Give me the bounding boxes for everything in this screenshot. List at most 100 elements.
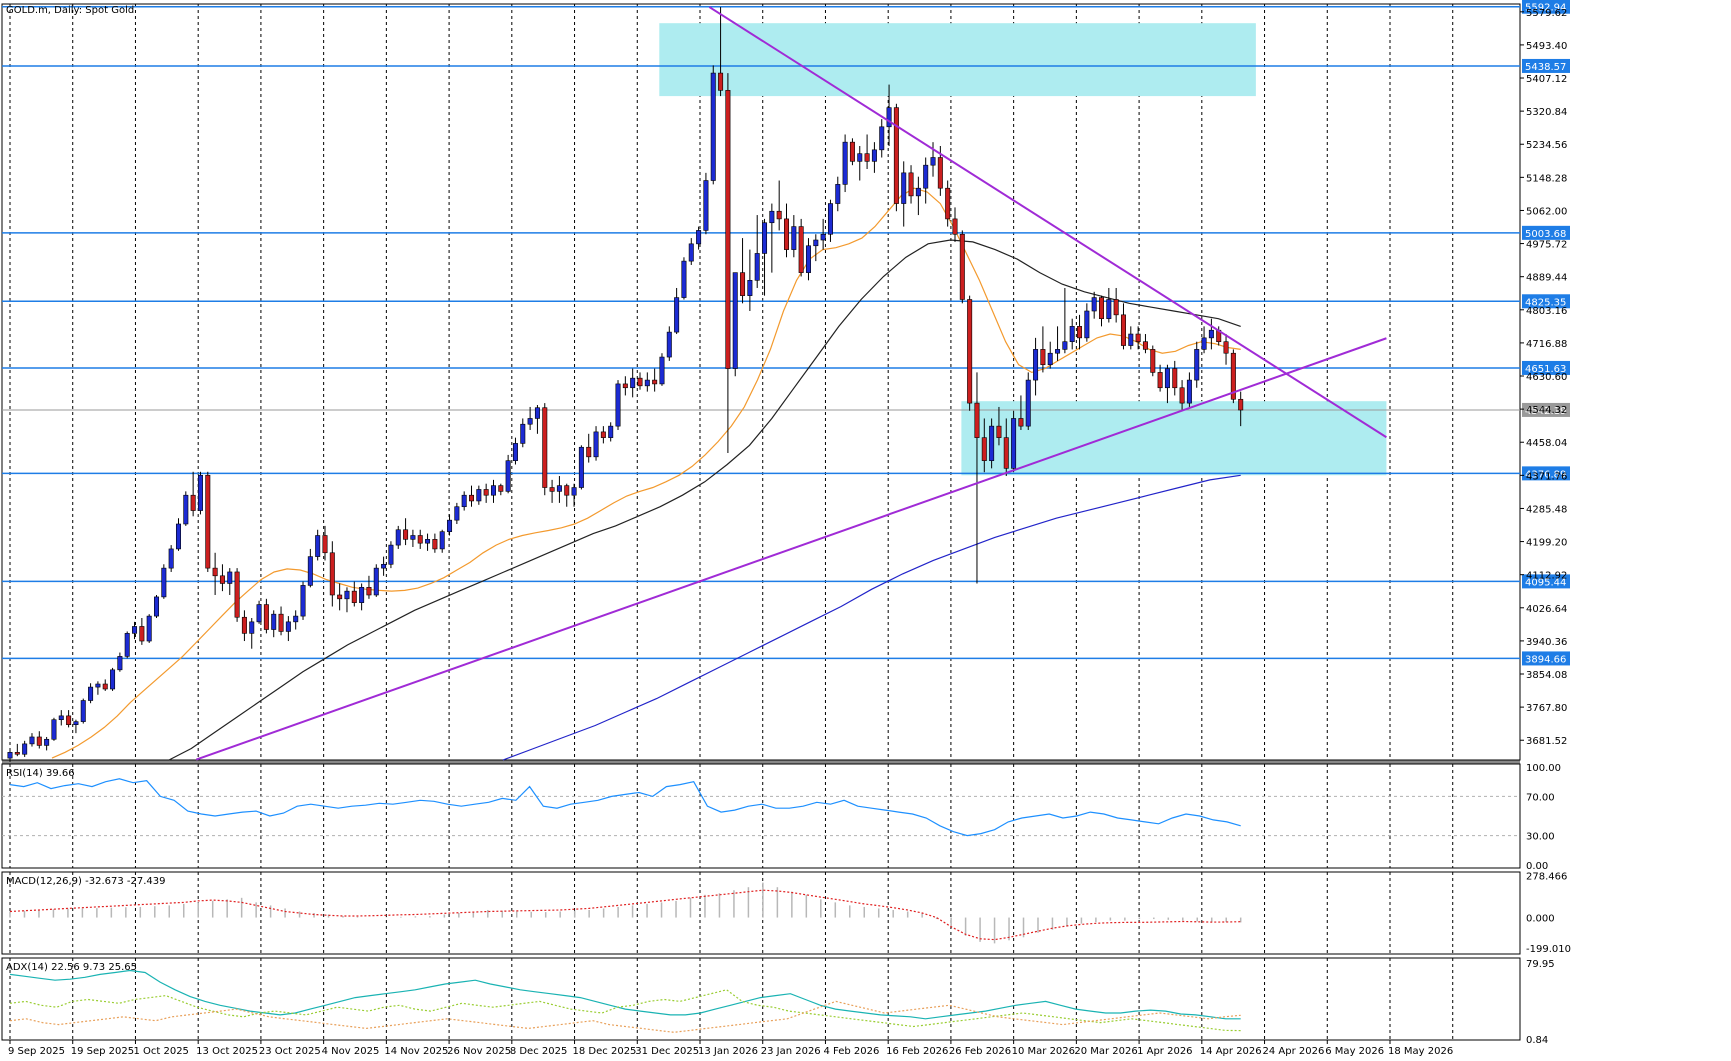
y-tick-label: 4199.20: [1526, 538, 1567, 549]
macd-tick-label: 0.000: [1526, 914, 1555, 925]
level-price-label: 4095.44: [1525, 577, 1566, 588]
x-tick-label: 13 Jan 2026: [698, 1046, 758, 1057]
x-tick-label: 6 May 2026: [1325, 1046, 1384, 1057]
candle-body: [219, 575, 225, 584]
adx-tick-label: 79.95: [1526, 959, 1555, 970]
candle-body: [1172, 368, 1178, 389]
level-price-tag: [1522, 466, 1570, 481]
candle-body: [578, 446, 584, 488]
candle-body: [22, 743, 28, 755]
candle-body: [791, 226, 797, 250]
candle-body: [381, 563, 387, 569]
candle-body: [66, 715, 72, 725]
candle-body: [718, 72, 724, 91]
x-tick-label: 23 Oct 2025: [259, 1046, 321, 1057]
candle-body: [227, 571, 233, 584]
y-tick-label: 4458.04: [1526, 438, 1567, 449]
ma-slow-line: [502, 474, 1241, 761]
y-tick-label: 5062.00: [1526, 206, 1567, 217]
candle-body: [344, 590, 350, 600]
current-price-tag: [1522, 402, 1570, 417]
candle-body: [1106, 299, 1112, 319]
candle-body: [959, 233, 965, 300]
candle-body: [644, 379, 650, 387]
candle-body: [1179, 387, 1185, 404]
x-tick-label: 18 May 2026: [1388, 1046, 1453, 1057]
candle-body: [871, 149, 877, 162]
candle-body: [1208, 329, 1214, 339]
candle-body: [1201, 337, 1207, 350]
candle-body: [505, 460, 511, 492]
ma-mid-line: [168, 239, 1241, 761]
candle-body: [989, 425, 995, 461]
x-tick-label: 18 Dec 2025: [573, 1046, 637, 1057]
candle-body: [1084, 310, 1090, 339]
candle-body: [315, 535, 321, 557]
candle-body: [29, 736, 35, 745]
macd-pane: 278.466 0.000 -199.010: [9, 871, 1571, 955]
candle-body: [586, 446, 592, 458]
candle-body: [322, 535, 328, 554]
candle-body: [1157, 372, 1163, 389]
candle-body: [762, 222, 768, 254]
candle-body: [366, 587, 372, 596]
candle-body: [798, 226, 804, 273]
candle-body: [886, 107, 892, 128]
candle-body: [490, 485, 496, 496]
candle-body: [1091, 297, 1097, 312]
candle-body: [7, 752, 13, 759]
candle-body: [1069, 326, 1075, 343]
candle-body: [571, 487, 577, 496]
candle-body: [1194, 349, 1200, 381]
y-tick-label: 5148.28: [1526, 173, 1567, 184]
candle-body: [835, 184, 841, 204]
candle-body: [102, 683, 108, 690]
pane-border: [1, 871, 1521, 955]
level-price-label: 4376.89: [1525, 469, 1566, 480]
candle-body: [1142, 341, 1148, 350]
candle-body: [1099, 297, 1105, 319]
candle-body: [212, 567, 218, 577]
candle-body: [1135, 333, 1141, 343]
candle-body: [132, 626, 138, 634]
grid-lines: [1, 3, 1521, 1041]
pane-border: [1, 957, 1521, 1041]
rsi-line: [9, 778, 1241, 837]
candle-body: [469, 494, 475, 502]
y-tick-label: 4371.76: [1526, 471, 1567, 482]
candle-body: [307, 556, 313, 586]
candle-body: [740, 272, 746, 296]
candle-body: [425, 539, 431, 544]
x-tick-label: 16 Feb 2026: [886, 1046, 948, 1057]
candle-body: [937, 157, 943, 189]
x-tick-label: 10 Mar 2026: [1012, 1046, 1075, 1057]
candle-body: [652, 379, 658, 385]
candle-body: [564, 485, 570, 496]
candle-body: [681, 260, 687, 298]
candle-body: [395, 529, 401, 546]
candle-body: [263, 604, 269, 630]
candle-body: [1150, 349, 1156, 373]
rsi-tick-label: 70.00: [1526, 792, 1555, 803]
x-tick-label: 4 Feb 2026: [823, 1046, 879, 1057]
macd-tick-label: 278.466: [1526, 871, 1567, 882]
level-price-tag: [1522, 225, 1570, 240]
candle-body: [864, 153, 870, 162]
candle-body: [403, 529, 409, 540]
candle-body: [1055, 349, 1061, 354]
x-tick-label: 26 Nov 2025: [447, 1046, 511, 1057]
candle-body: [520, 423, 526, 444]
candle-body: [842, 141, 848, 185]
price-zone: [659, 23, 1256, 97]
candle-body: [1186, 379, 1192, 404]
candle-body: [688, 243, 694, 262]
candle-body: [732, 272, 738, 369]
rsi-tick-label: 100.00: [1526, 763, 1561, 774]
candle-body: [930, 157, 936, 166]
rsi-pane: 100.00 70.00 30.00 0.00: [2, 763, 1561, 872]
x-tick-label: 19 Sep 2025: [71, 1046, 134, 1057]
adx-main-line: [9, 969, 1241, 1020]
candle-body: [776, 210, 782, 220]
